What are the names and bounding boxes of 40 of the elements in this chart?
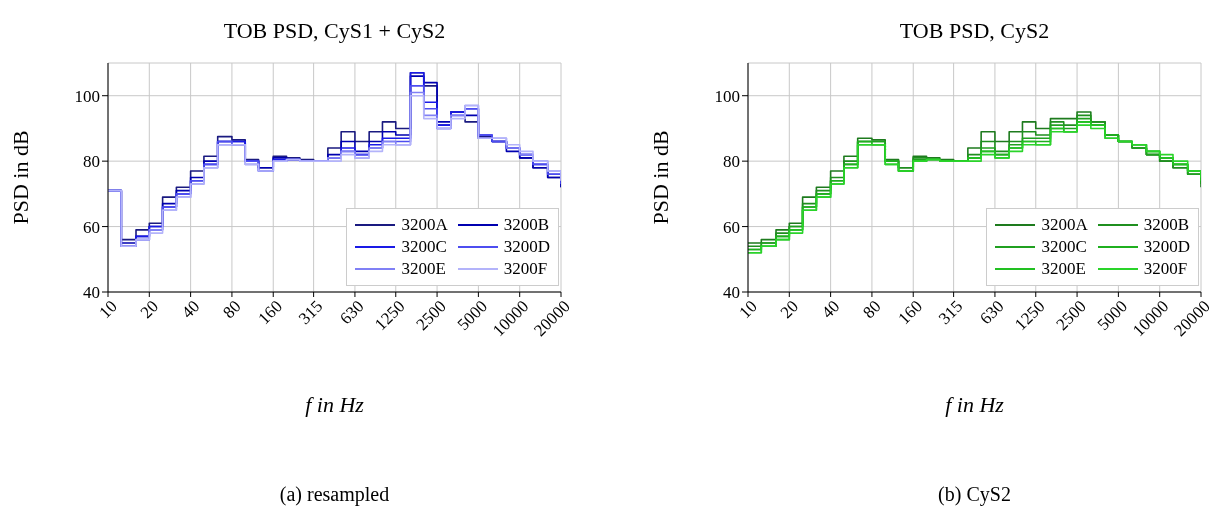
y-tick-label: 80 (723, 152, 740, 172)
x-tick-label: 160 (254, 296, 286, 329)
x-axis-title: f in Hz (945, 392, 1004, 417)
y-tick-label: 80 (83, 152, 100, 172)
y-tick-label: 100 (74, 86, 100, 106)
chart-title: TOB PSD, CyS1 + CyS2 (222, 17, 447, 45)
text: (a) resampled (278, 483, 391, 506)
x-tick-label: 315 (934, 296, 967, 329)
text: (b) CyS2 (937, 483, 1012, 506)
x-tick-label: 630 (976, 296, 1008, 329)
legend-label: 3200D (1143, 237, 1190, 257)
legend-label: 3200A (401, 215, 448, 235)
y-tick-label: 60 (83, 217, 100, 237)
legend-label: 3200A (1041, 215, 1088, 235)
legend-label: 3200F (503, 259, 548, 279)
y-tick-label: 40 (83, 283, 100, 303)
x-tick-label: 160 (894, 296, 926, 329)
y-axis-title: PSD in dB (647, 130, 673, 225)
x-axis-title: f in Hz (305, 392, 364, 417)
legend-label: 3200F (1143, 259, 1188, 279)
x-tick-label: 630 (336, 296, 368, 329)
y-axis-title: PSD in dB (7, 130, 33, 225)
legend-label: 3200E (1041, 259, 1086, 279)
legend-label: 3200C (401, 237, 447, 257)
y-tick-label: 40 (723, 283, 740, 303)
x-tick-label: 80 (859, 296, 885, 323)
legend-label: 3200B (503, 215, 550, 235)
legend-label: 3200D (503, 237, 550, 257)
x-tick-label: 80 (219, 296, 245, 323)
x-tick-label: 40 (817, 296, 844, 323)
y-tick-label: 100 (714, 86, 740, 106)
x-tick-label: 20 (776, 296, 803, 323)
legend-label: 3200B (1143, 215, 1190, 235)
legend-label: 3200E (401, 259, 446, 279)
x-tick-label: 315 (294, 296, 327, 329)
legend-label: 3200C (1041, 237, 1087, 257)
x-tick-label: 40 (177, 296, 204, 323)
x-tick-label: 20 (136, 296, 163, 323)
chart-title: TOB PSD, CyS2 (898, 17, 1051, 45)
y-tick-label: 60 (723, 217, 740, 237)
